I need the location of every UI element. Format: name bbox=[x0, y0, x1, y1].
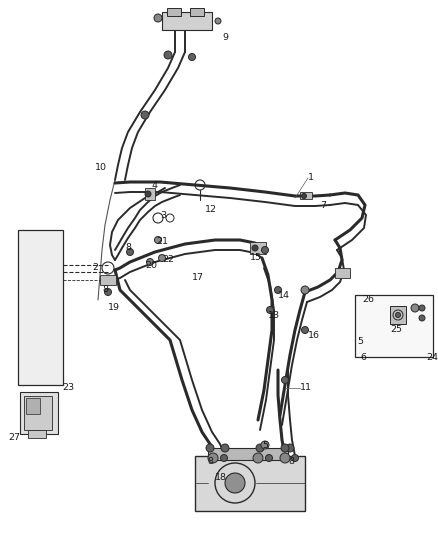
Bar bbox=[355, 295, 433, 357]
Circle shape bbox=[280, 453, 290, 463]
Text: 7: 7 bbox=[320, 200, 326, 209]
Bar bbox=[195, 456, 305, 511]
Circle shape bbox=[301, 327, 308, 334]
Text: 5: 5 bbox=[357, 337, 363, 346]
Circle shape bbox=[220, 455, 227, 462]
Bar bbox=[167, 8, 181, 16]
Circle shape bbox=[127, 248, 134, 255]
Circle shape bbox=[282, 376, 289, 384]
Bar bbox=[26, 398, 40, 414]
Bar bbox=[390, 306, 406, 324]
Text: 13: 13 bbox=[268, 311, 280, 319]
Text: 8: 8 bbox=[207, 457, 213, 466]
Text: 11: 11 bbox=[300, 384, 312, 392]
Text: 15: 15 bbox=[250, 254, 262, 262]
Text: 26: 26 bbox=[362, 295, 374, 304]
Bar bbox=[250, 242, 266, 254]
Circle shape bbox=[105, 288, 112, 295]
Circle shape bbox=[159, 254, 166, 262]
Circle shape bbox=[419, 305, 425, 311]
Text: 1: 1 bbox=[308, 174, 314, 182]
Circle shape bbox=[221, 444, 229, 452]
Text: 20: 20 bbox=[145, 261, 157, 270]
Circle shape bbox=[253, 453, 263, 463]
Circle shape bbox=[292, 455, 299, 462]
Circle shape bbox=[154, 14, 162, 22]
Text: 9: 9 bbox=[222, 34, 228, 43]
Circle shape bbox=[164, 51, 172, 59]
Circle shape bbox=[141, 111, 149, 119]
Circle shape bbox=[396, 312, 400, 318]
Text: 22: 22 bbox=[162, 255, 174, 264]
Text: 19: 19 bbox=[108, 303, 120, 312]
Text: 18: 18 bbox=[215, 473, 227, 482]
Text: 2: 2 bbox=[92, 263, 98, 272]
Text: 16: 16 bbox=[308, 330, 320, 340]
Text: 8: 8 bbox=[125, 244, 131, 253]
Text: 12: 12 bbox=[205, 206, 217, 214]
Circle shape bbox=[261, 441, 269, 449]
Text: 23: 23 bbox=[62, 384, 74, 392]
Circle shape bbox=[266, 306, 273, 313]
Circle shape bbox=[256, 444, 264, 452]
Text: 4: 4 bbox=[152, 181, 158, 190]
Text: 17: 17 bbox=[192, 273, 204, 282]
Circle shape bbox=[188, 53, 195, 61]
Circle shape bbox=[225, 473, 245, 493]
Bar bbox=[18, 230, 63, 385]
Bar bbox=[100, 275, 116, 285]
Circle shape bbox=[265, 455, 272, 462]
Bar bbox=[162, 12, 212, 30]
Text: 14: 14 bbox=[278, 290, 290, 300]
Circle shape bbox=[301, 193, 307, 198]
Bar bbox=[145, 188, 155, 200]
Text: 25: 25 bbox=[390, 326, 402, 335]
Circle shape bbox=[145, 191, 151, 197]
Bar bbox=[28, 430, 46, 438]
Text: 21: 21 bbox=[156, 238, 168, 246]
Circle shape bbox=[208, 453, 218, 463]
Circle shape bbox=[155, 237, 162, 244]
Bar bbox=[300, 192, 312, 199]
Bar bbox=[24, 396, 52, 430]
Bar bbox=[208, 448, 288, 460]
Circle shape bbox=[419, 315, 425, 321]
Circle shape bbox=[146, 259, 153, 265]
Circle shape bbox=[275, 287, 282, 294]
Text: 27: 27 bbox=[8, 433, 20, 442]
Circle shape bbox=[261, 246, 268, 254]
Text: 8: 8 bbox=[288, 457, 294, 466]
Text: 8: 8 bbox=[102, 286, 108, 295]
Bar bbox=[335, 268, 350, 278]
Circle shape bbox=[301, 286, 309, 294]
Circle shape bbox=[286, 444, 294, 452]
Circle shape bbox=[281, 444, 289, 452]
Text: 3: 3 bbox=[160, 211, 166, 220]
Text: 24: 24 bbox=[426, 353, 438, 362]
Text: 10: 10 bbox=[95, 164, 107, 173]
Bar bbox=[190, 8, 204, 16]
Circle shape bbox=[206, 444, 214, 452]
Circle shape bbox=[411, 304, 419, 312]
Bar bbox=[20, 392, 58, 434]
Circle shape bbox=[252, 245, 258, 251]
Text: 6: 6 bbox=[360, 353, 366, 362]
Circle shape bbox=[215, 18, 221, 24]
Text: 5: 5 bbox=[262, 440, 268, 449]
